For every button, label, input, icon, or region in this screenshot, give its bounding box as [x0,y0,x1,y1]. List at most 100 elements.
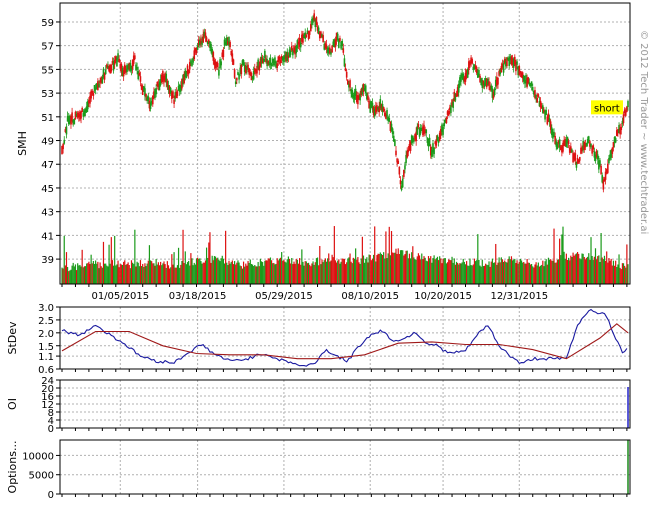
volume-bar [251,264,254,284]
candle-body [141,86,144,95]
volume-bar [413,257,415,284]
volume-bar [272,263,274,284]
candle-body [330,51,332,55]
candle-body [118,58,120,63]
candle-body [448,107,451,111]
y-tick-label: 41 [41,231,54,242]
candle-body [471,59,474,64]
candle-body [138,72,141,76]
candle-body [376,105,378,111]
volume-bar [589,259,591,284]
candle-body [240,64,243,75]
volume-bar [242,261,245,284]
volume-bar [265,260,267,284]
candle-body [97,81,99,91]
candle-body [110,64,113,72]
volume-bar [621,263,623,284]
volume-bar [401,250,403,284]
candle-body [85,106,88,113]
volume-bar [415,259,417,284]
candle-body [64,129,67,133]
candle-body [273,61,275,66]
volume-bar [313,264,315,284]
candle-body [252,71,255,80]
volume-bar [429,258,431,284]
candle-body [323,43,326,50]
volume-bar [529,264,532,284]
volume-bar [459,263,461,284]
candle-body [312,17,314,23]
volume-bar [290,263,292,284]
volume-bar [155,259,157,284]
volume-bar [259,258,261,284]
candle-body [399,180,402,185]
candle-body [465,70,468,78]
volume-bar [189,265,191,284]
volume-bar [352,257,355,284]
volume-bar [578,253,580,284]
volume-bar [216,258,218,284]
volume-bar [229,263,231,284]
candle-body [415,131,417,142]
volume-bar [225,230,227,284]
volume-bar [157,262,159,284]
volume-bar [139,260,142,284]
volume-bar [314,262,316,284]
volume-bar [514,258,516,284]
candle-body [116,58,118,67]
volume-bar [281,252,283,284]
volume-bar [604,260,607,284]
candle-body [518,66,521,75]
candle-body [357,95,359,105]
candle-body [66,115,69,122]
volume-bar [337,260,339,284]
candle-body [324,43,327,49]
candle-body [146,97,148,101]
candle-body [613,137,616,143]
candle-body [185,70,188,78]
volume-bar [175,267,177,284]
volume-bar [107,266,109,284]
candle-body [247,64,249,69]
volume-bar [312,261,314,284]
volume-bar [555,262,557,284]
candle-body [563,140,565,146]
volume-bar [321,259,323,284]
candle-body [156,81,159,86]
candle-body [122,70,125,77]
candle-body [320,31,322,38]
candle-body [162,71,164,81]
candle-body [594,154,597,161]
volume-bar [167,265,170,284]
candle-body [587,136,590,141]
volume-bar [584,259,587,284]
candle-body [425,129,428,134]
candle-body [572,152,574,163]
candle-body [394,139,396,146]
volume-bar [436,256,439,284]
candle-body [84,108,87,113]
candle-body [101,76,104,84]
volume-bar [476,260,478,284]
volume-bar [183,263,185,284]
volume-bar [320,264,322,284]
candle-body [92,93,95,96]
candle-body [440,128,442,136]
candle-body [175,91,178,98]
volume-bar [333,226,335,284]
volume-bar [601,257,603,284]
volume-bar [226,262,228,284]
volume-bar [351,263,353,284]
candle-body [262,59,265,62]
volume-bar [379,252,381,284]
volume-bar [385,231,387,284]
volume-bar [143,266,145,284]
candle-body [130,65,133,71]
candle-body [173,99,175,104]
candle-body [521,72,524,79]
volume-bar [316,257,319,284]
volume-bar [491,258,493,284]
volume-bar [237,260,239,284]
plot-frame [59,439,631,495]
candle-body [545,110,547,115]
